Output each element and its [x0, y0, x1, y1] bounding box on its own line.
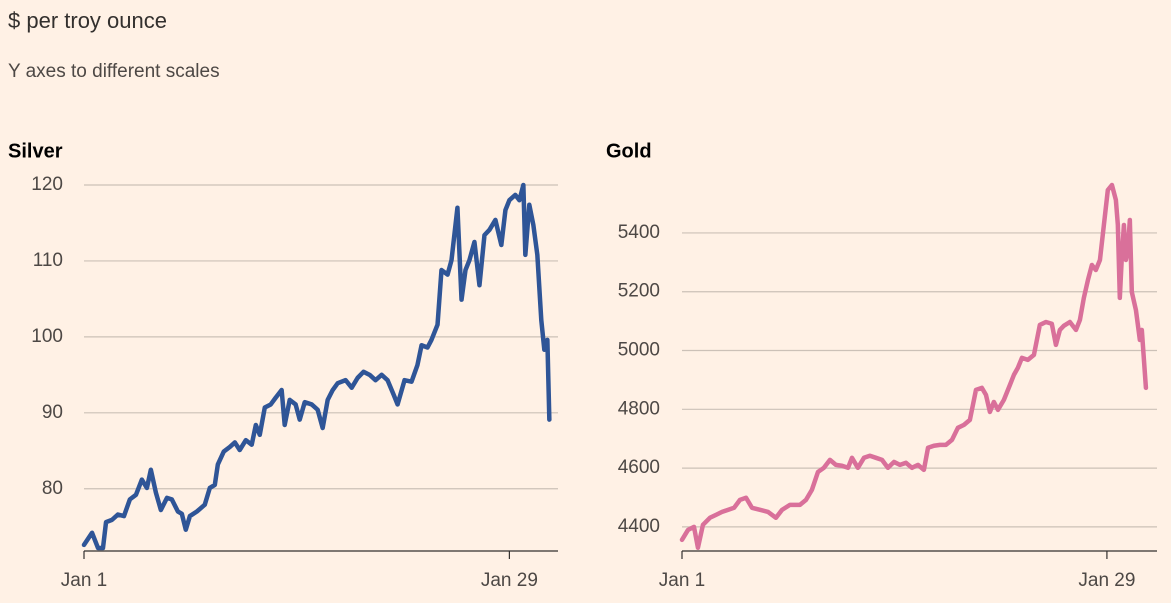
y-tick-label: 80 — [42, 478, 63, 499]
y-tick-label: 120 — [31, 174, 63, 195]
y-tick-label: 100 — [31, 326, 63, 347]
y-tick-label: 5200 — [618, 281, 660, 302]
panel-title: Silver — [8, 140, 63, 162]
chart-title: $ per troy ounce — [8, 8, 167, 33]
x-tick-label: Jan 29 — [1078, 570, 1135, 591]
price-line — [81, 182, 552, 551]
x-tick-label: Jan 1 — [61, 570, 107, 591]
x-tick-label: Jan 1 — [659, 570, 705, 591]
panel-title: Gold — [606, 140, 652, 162]
y-tick-label: 4400 — [618, 516, 660, 537]
chart-subtitle: Y axes to different scales — [8, 61, 220, 82]
y-tick-label: 4800 — [618, 398, 660, 419]
y-tick-label: 5400 — [618, 222, 660, 243]
y-tick-label: 5000 — [618, 340, 660, 361]
price-line — [679, 182, 1149, 551]
y-tick-label: 4600 — [618, 457, 660, 478]
y-tick-label: 110 — [33, 250, 63, 271]
y-tick-label: 90 — [42, 402, 63, 423]
x-tick-label: Jan 29 — [481, 570, 538, 591]
